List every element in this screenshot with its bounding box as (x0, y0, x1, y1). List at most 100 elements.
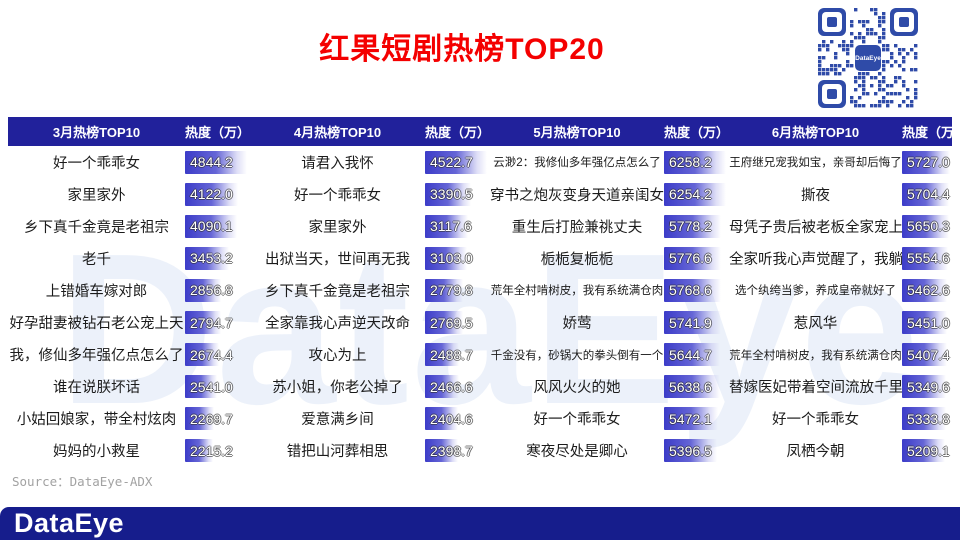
table-row: 我，修仙多年强亿点怎么了 2674.4 攻心为上 2488.7 千金没有，砂锅大… (8, 339, 952, 371)
heat-bar: 5644.7 (664, 343, 720, 367)
heat-value: 2674.4 (190, 346, 233, 363)
drama-title: 选个纨绔当爹，养成皇帝就好了 (735, 285, 896, 298)
drama-title: 全家靠我心声逆天改命 (265, 316, 410, 333)
drama-title: 栀栀复栀栀 (540, 251, 614, 268)
drama-title: 撕夜 (801, 187, 830, 204)
table-body: 好一个乖乖女 4844.2 请君入我怀 4522.7 云渺2：我修仙多年强亿点怎… (8, 146, 952, 467)
heat-value: 2541.0 (190, 378, 233, 395)
heat-bar-cell: 5349.6 (902, 375, 952, 399)
heat-value: 5333.8 (907, 410, 950, 427)
heat-bar: 2404.6 (425, 407, 473, 431)
heat-bar-cell: 5778.2 (664, 214, 729, 238)
drama-title: 家里家外 (308, 219, 367, 236)
table-row: 老千 3453.2 出狱当天，世间再无我 3103.0 栀栀复栀栀 5776.6… (8, 242, 952, 274)
heat-value: 4522.7 (430, 154, 473, 171)
heat-bar-cell: 5638.6 (664, 375, 729, 399)
table-row: 家里家外 4122.0 好一个乖乖女 3390.5 穿书之炮灰变身天道亲闺女 6… (8, 178, 952, 210)
qr-code-pattern (818, 8, 918, 108)
drama-title: 荒年全村啃树皮，我有系统满仓肉 (490, 285, 664, 298)
table-row: 谁在说朕坏话 2541.0 苏小姐，你老公掉了 2466.6 风风火火的她 56… (8, 371, 952, 403)
heat-bar-cell: 4522.7 (425, 150, 490, 174)
heat-bar: 5768.6 (664, 278, 721, 302)
heat-bar: 5209.1 (902, 439, 950, 463)
qr-center-logo: DataEye (855, 45, 881, 71)
heat-value: 5638.6 (669, 378, 712, 395)
heat-bar-cell: 2541.0 (185, 375, 250, 399)
heat-bar: 5396.5 (664, 439, 718, 463)
heat-value: 4122.0 (190, 186, 233, 203)
drama-title: 全家听我心声觉醒了，我躺赢 (729, 251, 918, 268)
heat-bar-cell: 5451.0 (902, 311, 952, 335)
heat-value: 5704.4 (907, 186, 950, 203)
heat-bar-cell: 2215.2 (185, 439, 250, 463)
source-note: Source：DataEye-ADX (12, 474, 153, 489)
drama-title: 出狱当天，世间再无我 (265, 251, 410, 268)
drama-title: 荒年全村啃树皮，我有系统满仓肉 (729, 349, 902, 362)
drama-title: 千金没有，砂锅大的拳头倒有一个 (490, 349, 664, 362)
heat-bar-cell: 2769.5 (425, 311, 490, 335)
heat-value: 5741.9 (669, 314, 712, 331)
column-header-june: 6月热榜TOP10 (771, 125, 860, 140)
heat-bar-cell: 2488.7 (425, 343, 490, 367)
drama-title: 上错婚车嫁对郎 (45, 283, 148, 300)
heat-bar-cell: 5407.4 (902, 343, 952, 367)
drama-title: 老千 (82, 251, 111, 268)
heat-value: 2794.7 (190, 314, 233, 331)
table-row: 小姑回娘家，带全村炫肉 2269.7 爱意满乡间 2404.6 好一个乖乖女 5… (8, 403, 952, 435)
heat-bar: 3453.2 (185, 246, 233, 270)
heat-bar-cell: 5650.3 (902, 214, 952, 238)
column-header-heat-1: 热度（万） (185, 125, 251, 140)
column-header-may: 5月热榜TOP10 (533, 125, 621, 140)
heat-value: 6254.2 (669, 186, 712, 203)
heat-bar: 2488.7 (425, 343, 473, 367)
heat-bar: 5704.4 (902, 182, 950, 206)
heat-bar: 3390.5 (425, 182, 473, 206)
heat-value: 3103.0 (430, 250, 473, 267)
heat-bar: 5778.2 (664, 214, 721, 238)
drama-title: 好一个乖乖女 (53, 155, 140, 172)
heat-bar-cell: 5776.6 (664, 246, 729, 270)
heat-value: 5650.3 (907, 218, 950, 235)
column-header-march: 3月热榜TOP10 (52, 125, 141, 140)
drama-title: 王府继兄宠我如宝，亲哥却后悔了 (729, 157, 902, 170)
heat-bar-cell: 5768.6 (664, 278, 729, 302)
heat-bar-cell: 5727.0 (902, 150, 952, 174)
heat-bar: 2856.8 (185, 278, 233, 302)
drama-title: 好一个乖乖女 (294, 187, 381, 204)
heat-bar-cell: 3453.2 (185, 246, 250, 270)
heat-value: 3117.6 (430, 218, 472, 235)
heat-value: 2856.8 (190, 282, 233, 299)
qr-code: DataEye (818, 8, 918, 108)
drama-title: 娇莺 (562, 316, 592, 333)
heat-value: 5407.4 (907, 346, 950, 363)
heat-bar: 2398.7 (425, 439, 473, 463)
table-row: 好孕甜妻被钻石老公宠上天 2794.7 全家靠我心声逆天改命 2769.5 娇莺… (8, 306, 952, 338)
drama-title: 小姑回娘家，带全村炫肉 (16, 412, 177, 429)
heat-bar-cell: 2404.6 (425, 407, 490, 431)
heat-bar: 5741.9 (664, 311, 721, 335)
page-title: 红果短剧热榜TOP20 (319, 33, 605, 66)
heat-bar-cell: 5704.4 (902, 182, 952, 206)
heat-bar-cell: 2269.7 (185, 407, 250, 431)
drama-title: 惹风华 (793, 316, 838, 333)
heat-bar-cell: 2856.8 (185, 278, 250, 302)
heat-value: 5209.1 (907, 442, 950, 459)
table-row: 乡下真千金竟是老祖宗 4090.1 家里家外 3117.6 重生后打脸兼祧丈夫 … (8, 210, 952, 242)
heat-bar-cell: 2794.7 (185, 311, 250, 335)
heat-value: 5768.6 (669, 282, 712, 299)
heat-bar: 6258.2 (664, 150, 726, 174)
heat-bar: 5333.8 (902, 407, 950, 431)
drama-title: 攻心为上 (308, 348, 367, 365)
heat-value: 5644.7 (669, 346, 712, 363)
heat-bar-cell: 3390.5 (425, 182, 490, 206)
heat-value: 5727.0 (907, 154, 950, 171)
heat-value: 6258.2 (669, 154, 712, 171)
heat-value: 3390.5 (430, 186, 473, 203)
heat-bar: 5727.0 (902, 150, 950, 174)
heat-bar: 5349.6 (902, 375, 950, 399)
drama-title: 凤栖今朝 (786, 444, 845, 461)
heat-bar: 2779.8 (425, 278, 473, 302)
heat-value: 5349.6 (907, 378, 950, 395)
table-row: 好一个乖乖女 4844.2 请君入我怀 4522.7 云渺2：我修仙多年强亿点怎… (8, 146, 952, 178)
